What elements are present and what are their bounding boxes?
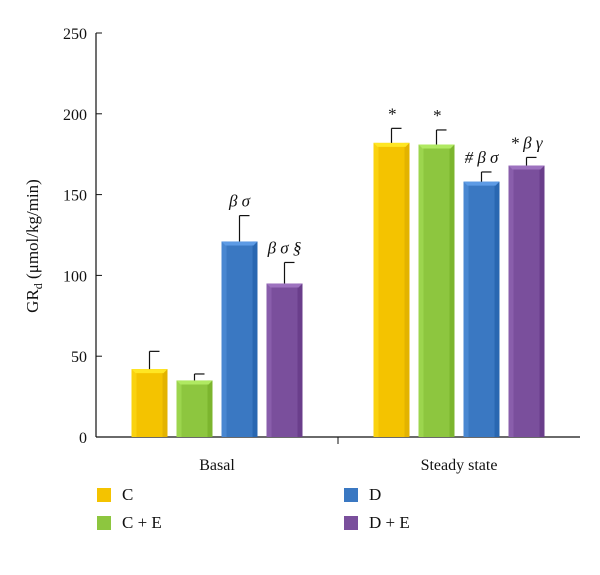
y-tick-label: 50 — [71, 349, 87, 366]
legend-swatch — [97, 488, 111, 502]
x-tick-label: Basal — [199, 457, 235, 474]
y-tick-label: 0 — [79, 430, 87, 447]
significance-label: * β γ — [510, 133, 543, 152]
bar — [176, 380, 213, 437]
bar — [463, 181, 500, 437]
legend-label: D + E — [369, 513, 410, 532]
bar-highlight — [463, 181, 469, 437]
bar-top-bevel — [131, 369, 168, 374]
y-tick-label: 200 — [63, 107, 87, 124]
bar-top-bevel — [373, 142, 410, 147]
bar-shadow — [162, 369, 168, 437]
legend: C C + E D D + E — [97, 485, 410, 532]
significance-label: * — [387, 104, 396, 123]
legend-label: C + E — [122, 513, 162, 532]
significance-label: β σ — [228, 192, 251, 211]
bar — [373, 142, 410, 437]
bar — [266, 283, 303, 437]
significance-label: β σ § — [267, 238, 302, 257]
y-axis-label-subscript: d — [31, 283, 45, 289]
bar-top-bevel — [463, 181, 500, 186]
bar-highlight — [131, 369, 137, 437]
significance-label: # β σ — [465, 148, 499, 167]
bar-top-bevel — [221, 241, 258, 246]
bar-shadow — [207, 380, 213, 437]
bar — [221, 241, 258, 437]
bar-top-bevel — [176, 380, 213, 385]
bar-shadow — [252, 241, 258, 437]
bar-highlight — [176, 380, 182, 437]
y-tick-label: 150 — [63, 188, 87, 205]
legend-swatch — [344, 516, 358, 530]
bar-highlight — [221, 241, 227, 437]
x-tick-label: Steady state — [421, 457, 498, 474]
legend-swatch — [344, 488, 358, 502]
plot-area: 0 50 100 150 200 250 Basal Steady state β σ β σ §… — [63, 26, 580, 474]
y-axis-label: GRd (μmol/kg/min) — [23, 179, 45, 313]
bar-highlight — [266, 283, 272, 437]
bar-top-bevel — [418, 144, 455, 149]
y-axis-label-main: GR — [23, 289, 42, 313]
legend-label: C — [122, 485, 133, 504]
bar-shadow — [404, 142, 410, 437]
bar-shadow — [449, 144, 455, 437]
bar-shadow — [539, 165, 545, 437]
y-tick-label: 100 — [63, 268, 87, 285]
legend-label: D — [369, 485, 381, 504]
bar-shadow — [494, 181, 500, 437]
bar-top-bevel — [266, 283, 303, 288]
significance-label: * — [432, 106, 441, 125]
bar — [508, 165, 545, 437]
bar-highlight — [373, 142, 379, 437]
bar — [131, 369, 168, 437]
y-axis-label-unit: (μmol/kg/min) — [23, 179, 42, 283]
bar-highlight — [508, 165, 514, 437]
bar-top-bevel — [508, 165, 545, 170]
bar — [418, 144, 455, 437]
bar-shadow — [297, 283, 303, 437]
y-tick-label: 250 — [63, 26, 87, 43]
bar-highlight — [418, 144, 424, 437]
legend-swatch — [97, 516, 111, 530]
